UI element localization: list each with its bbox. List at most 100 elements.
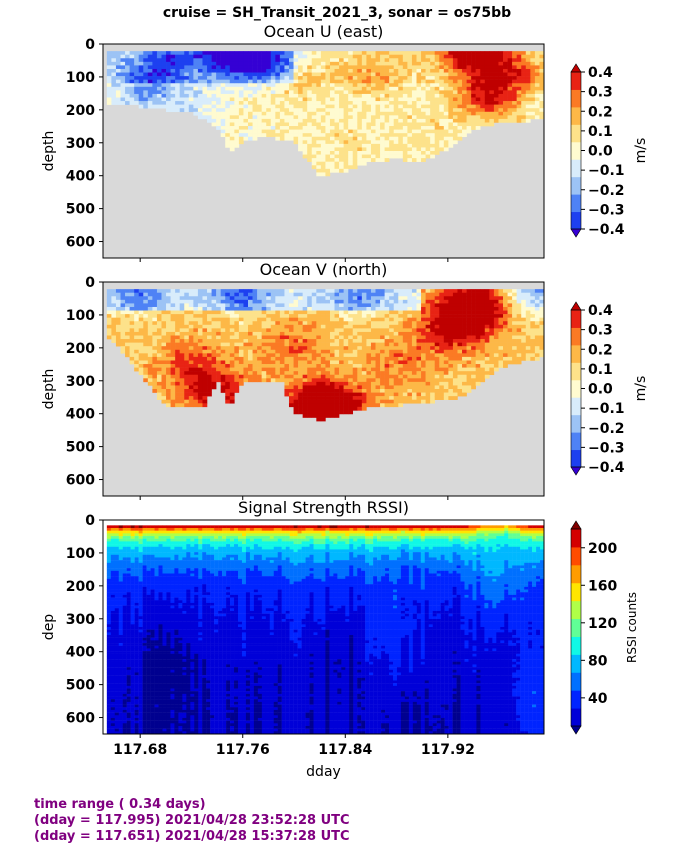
heatmap-cell	[393, 367, 399, 372]
heatmap-cell	[462, 364, 467, 368]
heatmap-cell	[475, 76, 481, 80]
heatmap-cell	[188, 374, 194, 379]
heatmap-cell	[471, 126, 476, 130]
heatmap-cell	[439, 324, 445, 329]
heatmap-cell	[366, 158, 372, 162]
heatmap-cell	[448, 289, 454, 293]
heatmap-cell	[197, 389, 203, 393]
heatmap-cell	[188, 324, 194, 329]
heatmap-cell	[370, 86, 376, 91]
heatmap-cell	[348, 378, 354, 383]
heatmap-cell	[229, 104, 235, 109]
heatmap-cell	[361, 328, 367, 333]
heatmap-cell	[380, 104, 385, 109]
heatmap-cell	[216, 93, 221, 98]
heatmap-cell	[366, 399, 372, 404]
heatmap-cell	[311, 76, 317, 80]
heatmap-cell	[434, 396, 440, 400]
heatmap-cell	[421, 97, 426, 102]
heatmap-cell	[452, 54, 458, 59]
heatmap-cell	[125, 342, 130, 347]
heatmap-cell	[411, 324, 417, 329]
heatmap-cell	[439, 374, 445, 379]
heatmap-cell	[261, 54, 267, 59]
heatmap-cell	[457, 303, 463, 308]
heatmap-cell	[448, 136, 454, 141]
heatmap-cell	[443, 118, 449, 123]
heatmap-cell	[329, 367, 335, 372]
heatmap-cell	[311, 396, 317, 400]
heatmap-cell	[211, 356, 217, 361]
heatmap-cell	[179, 342, 185, 347]
heatmap-cell	[398, 331, 404, 336]
heatmap-cell	[462, 299, 467, 304]
heatmap-cell	[275, 310, 281, 315]
heatmap-cell	[343, 381, 349, 386]
heatmap-cell	[411, 331, 417, 336]
heatmap-cell	[457, 101, 463, 105]
heatmap-cell	[375, 68, 381, 73]
heatmap-cell	[425, 296, 431, 301]
heatmap-cell	[266, 314, 272, 318]
heatmap-cell	[229, 346, 235, 351]
heatmap-cell	[475, 381, 481, 386]
heatmap-cell	[370, 104, 376, 109]
heatmap-cell	[334, 321, 340, 326]
heatmap-cell	[229, 72, 235, 77]
heatmap-cell	[293, 58, 299, 63]
heatmap-cell	[307, 58, 313, 63]
colorbar-tick-label: −0.2	[588, 183, 625, 199]
heatmap-cell	[184, 331, 190, 336]
heatmap-cell	[384, 335, 390, 340]
heatmap-cell	[329, 129, 335, 134]
heatmap-cell	[184, 371, 190, 376]
heatmap-cell	[197, 111, 203, 116]
heatmap-cell	[316, 413, 322, 418]
heatmap-cell	[184, 403, 190, 408]
heatmap-cell	[243, 126, 249, 130]
heatmap-cell	[202, 356, 208, 361]
heatmap-cell	[425, 90, 431, 95]
heatmap-cell	[207, 381, 212, 386]
heatmap-cell	[156, 371, 162, 376]
heatmap-cell	[498, 321, 504, 326]
heatmap-cell	[329, 299, 335, 304]
heatmap-cell	[329, 385, 335, 390]
heatmap-cell	[380, 51, 385, 55]
heatmap-cell	[462, 108, 467, 113]
heatmap-cell	[184, 353, 190, 358]
heatmap-cell	[421, 115, 426, 120]
heatmap-cell	[393, 306, 399, 311]
heatmap-cell	[175, 317, 180, 322]
heatmap-cell	[138, 72, 144, 77]
heatmap-cell	[147, 292, 153, 297]
heatmap-cell	[302, 68, 308, 73]
heatmap-cell	[357, 158, 363, 162]
heatmap-cell	[498, 115, 504, 120]
heatmap-cell	[134, 317, 139, 322]
heatmap-cell	[302, 118, 308, 123]
heatmap-cell	[466, 306, 472, 311]
heatmap-cell	[175, 385, 180, 390]
heatmap-cell	[530, 76, 536, 80]
heatmap-cell	[421, 371, 426, 376]
heatmap-cell	[329, 381, 335, 386]
heatmap-cell	[348, 371, 354, 376]
heatmap-cell	[252, 86, 258, 91]
heatmap-cell	[407, 58, 413, 63]
heatmap-cell	[243, 360, 249, 365]
heatmap-cell	[325, 349, 331, 354]
heatmap-cell	[489, 65, 495, 70]
heatmap-cell	[493, 51, 499, 55]
heatmap-cell	[357, 331, 363, 336]
heatmap-cell	[389, 90, 394, 95]
heatmap-cell	[530, 54, 536, 59]
heatmap-cell	[352, 58, 358, 63]
heatmap-cell	[361, 61, 367, 66]
heatmap-cell	[220, 126, 226, 130]
heatmap-cell	[188, 292, 194, 297]
heatmap-cell	[339, 72, 344, 77]
heatmap-cell	[161, 342, 167, 347]
heatmap-cell	[398, 296, 404, 301]
heatmap-cell	[361, 349, 367, 354]
